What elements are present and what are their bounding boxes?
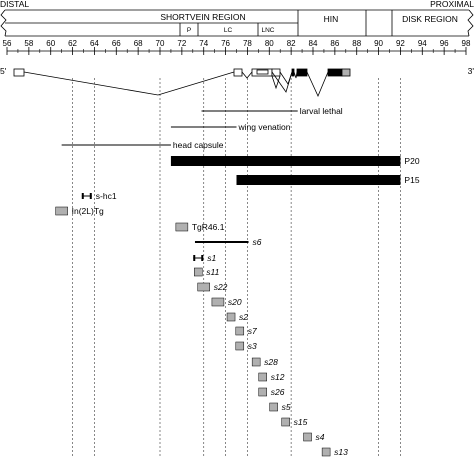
s3-label: s3 [248, 341, 257, 351]
s11-label: s11 [206, 267, 219, 277]
exon-4 [256, 69, 269, 75]
s20-box [211, 297, 225, 307]
exon-1 [13, 68, 25, 77]
scale-tick-label: 68 [134, 39, 143, 48]
subregion-lnc-label: LNC [261, 27, 274, 34]
s5-box [269, 402, 278, 412]
intron-6 [293, 71, 298, 79]
head-capsule-label: head capsule [173, 140, 224, 150]
s26-label: s26 [271, 387, 285, 397]
s22-label: s22 [214, 282, 228, 292]
scale-tick-label: 80 [265, 39, 274, 48]
wing-venation-label: wing venation [238, 122, 291, 132]
scale-tick-label: 76 [221, 39, 230, 48]
tgr46-1-label: TgR46.1 [192, 222, 225, 232]
p20-label: P20 [404, 156, 419, 166]
subregion-lc-label: LC [224, 27, 233, 34]
scale-tick-label: 86 [330, 39, 339, 48]
region-bar [0, 9, 474, 37]
larval-lethal-label: larval lethal [300, 106, 343, 116]
s20-label: s20 [228, 297, 242, 307]
s4-box [303, 432, 312, 442]
s15-label: s15 [294, 417, 308, 427]
dashed-guide-lines [72, 78, 401, 458]
s3-box [235, 341, 245, 351]
scale-tick-label: 84 [309, 39, 318, 48]
scale-tick-label: 78 [243, 39, 252, 48]
scale-tick-label: 90 [374, 39, 383, 48]
s12-box [258, 372, 267, 382]
scale-tick-label: 72 [177, 39, 186, 48]
exon-7 [296, 68, 308, 77]
intron-3 [271, 75, 281, 90]
s11-box [194, 267, 203, 277]
scale-tick-label: 92 [396, 39, 405, 48]
scale-tick-label: 70 [156, 39, 165, 48]
s22-box [197, 282, 210, 292]
in2ltg-box [55, 206, 68, 216]
gene-structure [13, 68, 351, 97]
proximal-label: PROXIMAL [430, 0, 474, 9]
s2-box [226, 312, 236, 322]
intron-5 [279, 71, 293, 85]
exon-6 [291, 68, 295, 77]
scale-tick-label: 58 [24, 39, 33, 48]
s12-label: s12 [271, 372, 285, 382]
exon-9 [341, 68, 351, 77]
s28-box [251, 357, 261, 367]
s28-label: s28 [264, 357, 278, 367]
s5-label: s5 [282, 402, 291, 412]
scale-tick-label: 82 [287, 39, 296, 48]
three-prime-label: 3' [468, 66, 474, 76]
s7-label: s7 [248, 326, 257, 336]
s-hc1-label: s-hc1 [96, 191, 117, 201]
s-hc1-bracket-right [89, 193, 92, 199]
s1-label: s1 [207, 253, 216, 263]
s13-box [321, 447, 331, 457]
exon-5 [271, 68, 281, 77]
s-hc1-bracket-left [81, 193, 84, 199]
exon-2 [233, 68, 243, 77]
region-hin-label: HIN [324, 14, 339, 24]
region-shortvein-label: SHORTVEIN REGION [160, 12, 245, 22]
scale-tick-label: 98 [462, 39, 471, 48]
distal-label: DISTAL [0, 0, 29, 9]
s2-label: s2 [239, 312, 248, 322]
scale-tick-label: 56 [3, 39, 12, 48]
exon-8 [327, 68, 343, 77]
phenotype-lines: larval lethal wing venation head capsule [61, 106, 343, 150]
scale-tick-label: 94 [418, 39, 427, 48]
kb-scale: 56 58 60 62 64 66 68 70 72 74 76 78 80 82 84 86 88 90 92 94… [3, 39, 471, 55]
in2ltg-label: In(2L)Tg [72, 206, 104, 216]
deletion-bars: P20 P15 [170, 156, 420, 185]
s26-box [258, 387, 267, 397]
s1-bracket-left [193, 255, 196, 261]
p20-bar [170, 156, 401, 166]
s4-label: s4 [316, 432, 325, 442]
scale-tick-label: 66 [112, 39, 121, 48]
region-disk-label: DISK REGION [402, 14, 458, 24]
s13-label: s13 [334, 447, 348, 457]
intron-2 [241, 71, 253, 79]
s15-box [281, 417, 290, 427]
scale-tick-label: 60 [46, 39, 55, 48]
s1-bracket-right [201, 255, 204, 261]
scale-tick-label: 96 [440, 39, 449, 48]
s7-box [235, 326, 245, 336]
scale-tick-label: 74 [199, 39, 208, 48]
s6-label: s6 [253, 237, 262, 247]
tgr46-1-box [175, 222, 189, 232]
intron-1 [23, 71, 235, 96]
p15-bar [236, 175, 401, 185]
scale-tick-label: 62 [68, 39, 77, 48]
scale-tick-label: 88 [352, 39, 361, 48]
subregion-p-label: P [187, 27, 191, 34]
p15-label: P15 [404, 175, 419, 185]
intron-7 [306, 71, 329, 97]
scale-tick-label: 64 [90, 39, 99, 48]
five-prime-label: 5' [0, 66, 7, 76]
